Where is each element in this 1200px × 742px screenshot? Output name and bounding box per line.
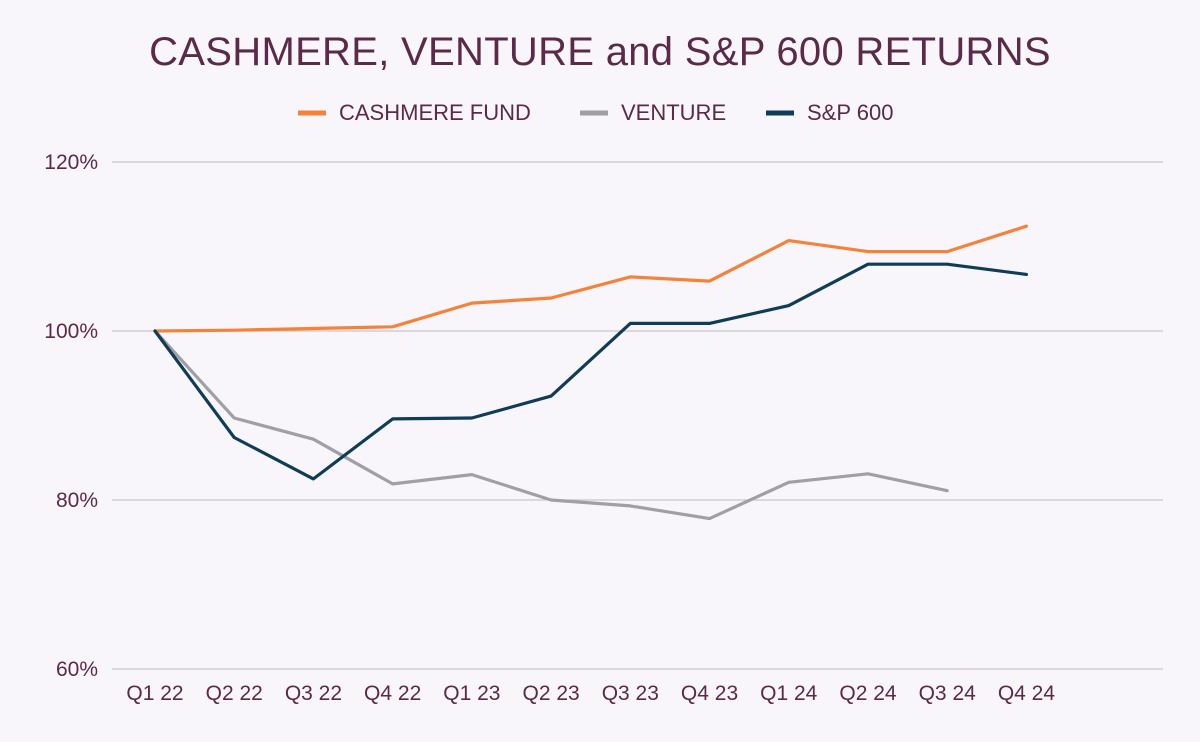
legend-label: S&P 600 <box>807 100 893 125</box>
x-tick-label: Q4 23 <box>681 682 738 705</box>
y-tick-label: 60% <box>56 658 98 681</box>
legend-label: VENTURE <box>621 100 726 125</box>
series-line-2 <box>153 262 1029 481</box>
x-tick-label: Q3 23 <box>602 682 659 705</box>
x-tick-label: Q1 23 <box>443 682 500 705</box>
chart-title: CASHMERE, VENTURE and S&P 600 RETURNS <box>149 30 1051 74</box>
x-tick-label: Q1 24 <box>760 682 818 705</box>
x-tick-label: Q3 22 <box>285 682 342 705</box>
x-tick-label: Q2 24 <box>839 682 897 705</box>
x-tick-label: Q2 23 <box>522 682 579 705</box>
y-tick-label: 120% <box>44 151 98 174</box>
x-axis-ticks: Q1 22 Q2 22 Q3 22 Q4 22 Q1 23 Q2 23 Q3 23 Q4 23… <box>126 682 1055 705</box>
x-tick-label: Q2 22 <box>206 682 263 705</box>
y-tick-label: 100% <box>44 320 98 343</box>
y-axis-ticks: 60% 80% 100% 120% <box>44 151 98 681</box>
series-lines <box>153 224 1029 521</box>
series-line-0 <box>153 224 1029 333</box>
series-line-1 <box>153 329 949 521</box>
y-tick-label: 80% <box>56 489 98 512</box>
x-tick-label: Q4 22 <box>364 682 421 705</box>
gridlines <box>112 161 1163 670</box>
legend-label: CASHMERE FUND <box>339 100 531 125</box>
legend: CASHMERE FUND VENTURE S&P 600 <box>298 100 893 125</box>
x-tick-label: Q1 22 <box>126 682 183 705</box>
x-tick-label: Q3 24 <box>919 682 977 705</box>
x-tick-label: Q4 24 <box>998 682 1056 705</box>
